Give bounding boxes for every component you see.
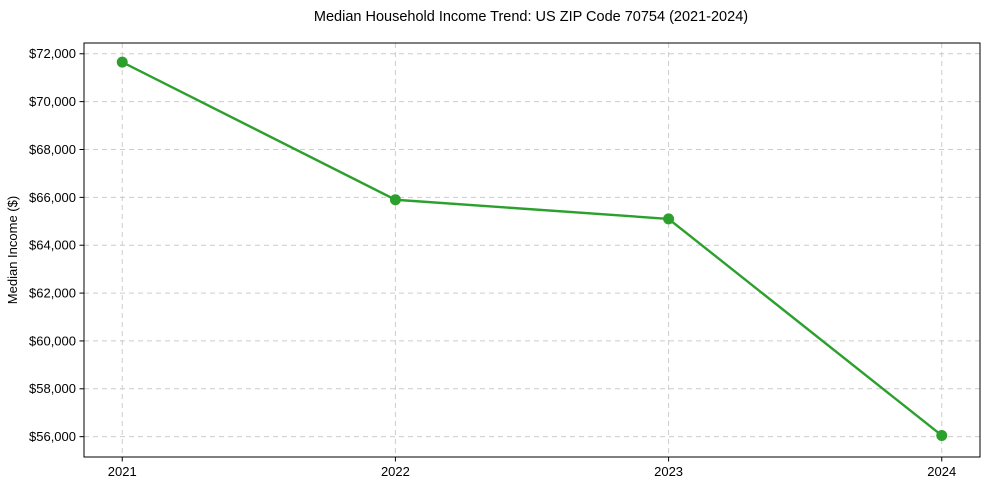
y-tick-label: $56,000 [29,429,76,444]
data-point-2022 [389,194,401,206]
y-tick-label: $72,000 [29,46,76,61]
y-tick-label: $64,000 [29,238,76,253]
y-axis-label: Median Income ($) [5,196,20,304]
trend-line [121,60,943,437]
x-tick-label: 2023 [654,464,683,479]
y-tick-label: $66,000 [29,190,76,205]
data-point-2021 [116,56,128,68]
x-tick-label: 2024 [927,464,956,479]
x-tick-label: 2021 [108,464,137,479]
chart-title: Median Household Income Trend: US ZIP Co… [314,9,748,25]
y-tick-label: $70,000 [29,94,76,109]
data-point-2024 [936,429,948,441]
y-tick-label: $60,000 [29,333,76,348]
y-tick-label: $68,000 [29,142,76,157]
x-tick-label: 2022 [381,464,410,479]
data-point-2023 [663,213,675,225]
plot-border [83,42,981,458]
y-tick-label: $58,000 [29,381,76,396]
y-tick-label: $62,000 [29,285,76,300]
plot-area: $56,000 $58,000 $60,000 $62,000 $64,000 $66,0… [29,42,981,479]
